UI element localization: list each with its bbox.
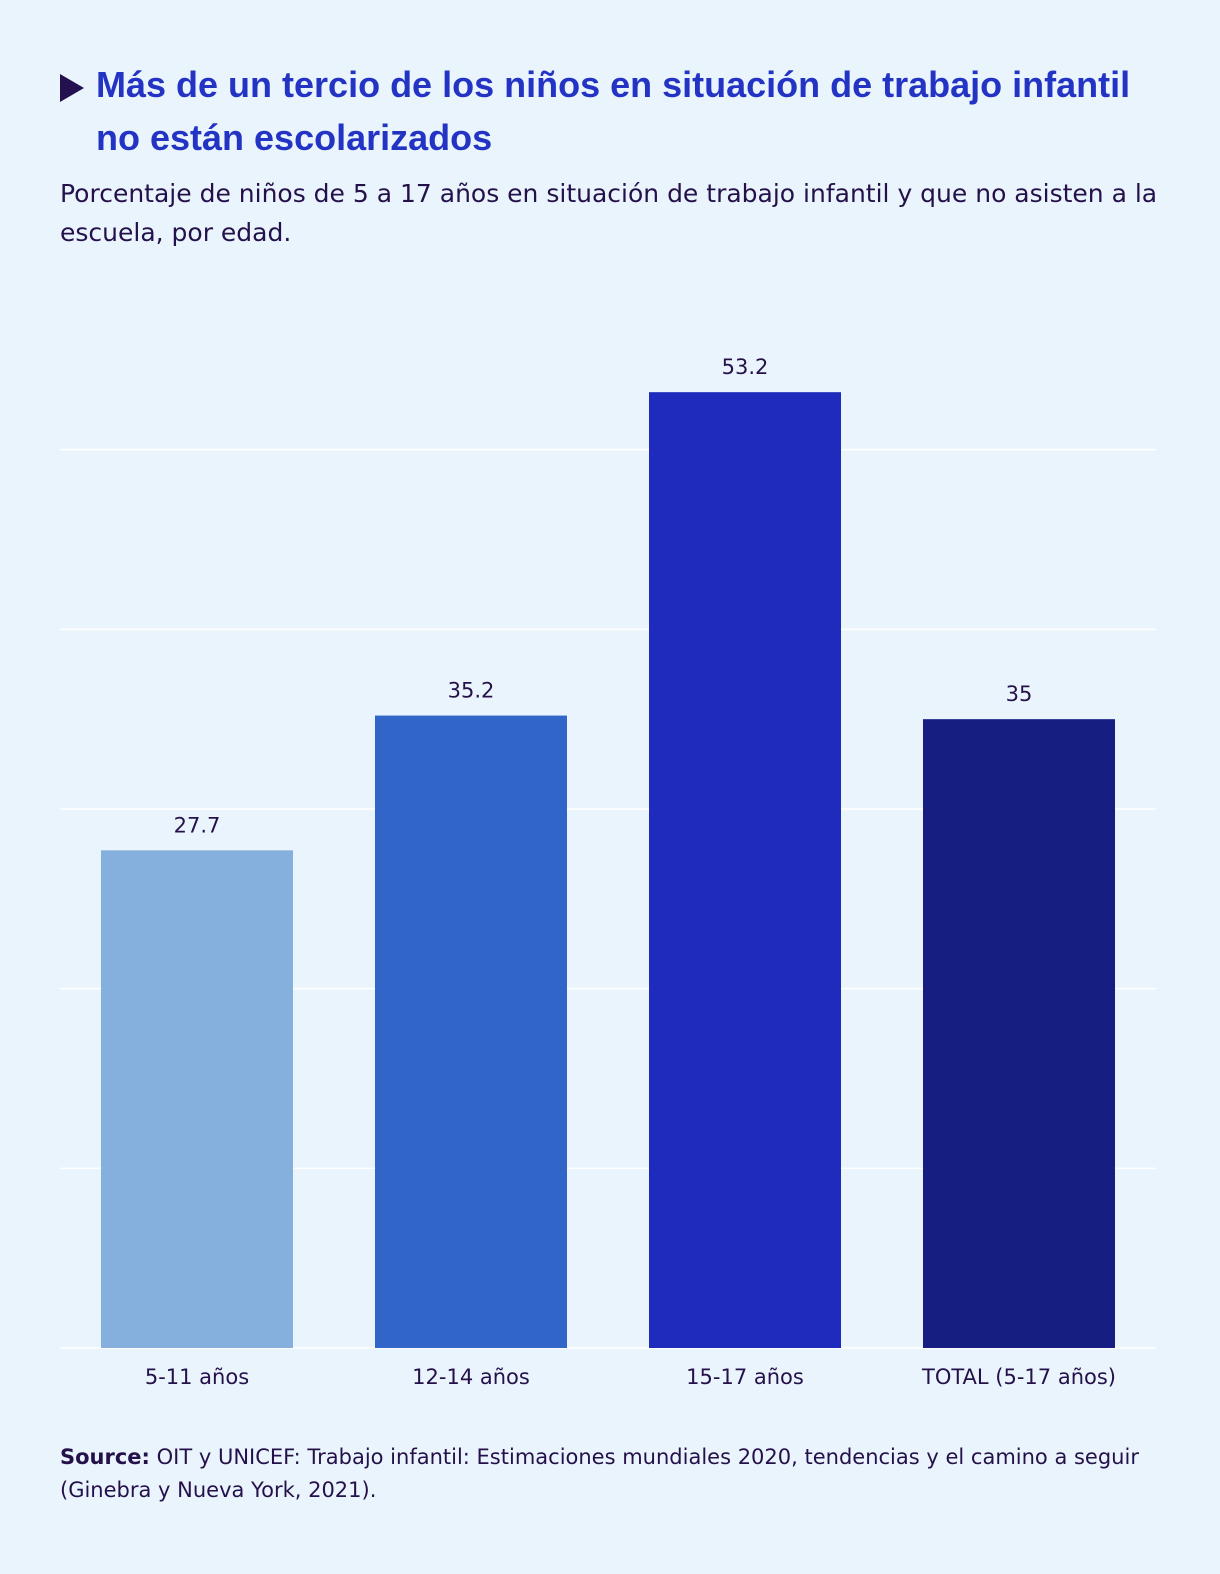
x-tick-label: 15-17 años: [686, 1365, 804, 1389]
x-tick-label: 5-11 años: [145, 1365, 249, 1389]
bar-chart: 27.7 5-11 años 35.2 12-14 años 53.2 15-17 año…: [60, 270, 1156, 1410]
source-label: Source:: [60, 1445, 150, 1469]
play-triangle-icon: [60, 74, 84, 102]
bar: [649, 392, 841, 1348]
x-tick-label: 12-14 años: [412, 1365, 530, 1389]
data-label: 27.7: [174, 813, 221, 837]
bar: [923, 719, 1115, 1348]
data-label: 35: [1006, 682, 1033, 706]
bar-chart-svg: 27.7 5-11 años 35.2 12-14 años 53.2 15-17 año…: [60, 355, 1156, 1389]
data-label: 53.2: [722, 355, 769, 379]
chart-subtitle: Porcentaje de niños de 5 a 17 años en si…: [60, 179, 1158, 247]
x-tick-label: TOTAL (5-17 años): [921, 1365, 1116, 1389]
bar: [375, 715, 567, 1348]
source-text: OIT y UNICEF: Trabajo infantil: Estimaci…: [60, 1445, 1139, 1502]
data-label: 35.2: [448, 679, 495, 703]
bar: [101, 850, 293, 1348]
chart-header: Más de un tercio de los niños en situaci…: [60, 58, 1150, 164]
source-note: Source: OIT y UNICEF: Trabajo infantil: …: [60, 1441, 1160, 1507]
chart-title: Más de un tercio de los niños en situaci…: [96, 64, 1131, 158]
